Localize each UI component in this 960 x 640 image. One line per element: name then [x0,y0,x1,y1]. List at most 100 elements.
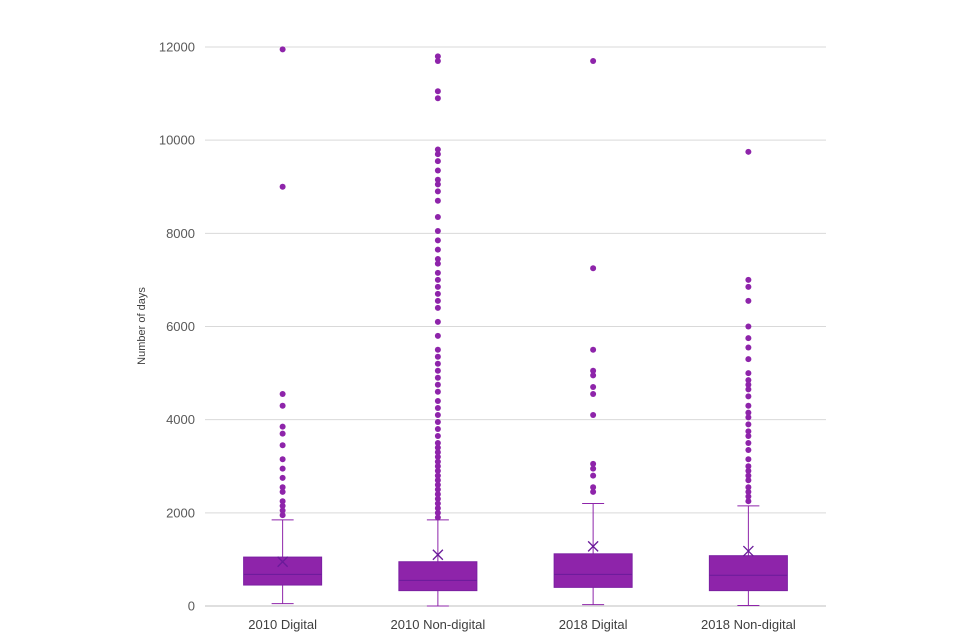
outlier-point [279,423,286,430]
y-tick-label: 8000 [166,226,195,241]
iqr-box [553,553,633,588]
outlier-point [434,514,441,521]
outlier-point [745,381,752,388]
x-category-label: 2010 Non-digital [391,617,486,632]
box-series [243,46,788,607]
outlier-point [434,367,441,374]
outlier-point [434,304,441,311]
outlier-point [434,418,441,425]
mean-marker-stroke [587,540,599,552]
outlier-point [434,486,441,493]
outlier-point [434,197,441,204]
outlier-point [434,214,441,221]
outlier-point [279,507,286,514]
outlier-point [434,425,441,432]
outlier-point [745,323,752,330]
outlier-point [434,167,441,174]
outlier-point [279,456,286,463]
outlier-point [590,484,597,491]
outlier-point [279,430,286,437]
outlier-point [434,444,441,451]
outlier-point [745,370,752,377]
mean-marker [432,549,444,561]
outlier-point [745,297,752,304]
outlier-point [745,409,752,416]
outlier-point [590,346,597,353]
outlier-point [434,283,441,290]
mean-marker-stroke [277,556,289,568]
box-group [553,57,633,606]
outlier-point [434,353,441,360]
outlier-point [434,260,441,267]
outlier-point [434,491,441,498]
outlier-point [434,477,441,484]
outlier-point [434,463,441,470]
outlier-point [745,414,752,421]
outlier-point [590,465,597,472]
outlier-point [434,53,441,60]
outlier-point [745,472,752,479]
outlier-point [434,432,441,439]
outlier-point [434,509,441,516]
outlier-point [745,393,752,400]
outlier-point [745,446,752,453]
outlier-point [434,297,441,304]
outlier-point [434,467,441,474]
outlier-point [745,377,752,384]
outlier-point [745,402,752,409]
outlier-point [434,405,441,412]
y-tick-label: 0 [188,599,195,614]
outlier-point [745,467,752,474]
mean-marker [742,545,754,557]
y-axis-ticks: 0 2000 4000 6000 8000 10000 12000 [159,40,195,614]
outlier-point [745,283,752,290]
outlier-point [590,488,597,495]
outlier-point [434,290,441,297]
outlier-point [279,484,286,491]
outlier-point [590,265,597,272]
outlier-point [434,95,441,102]
outlier-point [745,456,752,463]
outlier-point [590,412,597,419]
outlier-point [279,488,286,495]
outlier-point [590,367,597,374]
outlier-point [590,57,597,64]
outlier-point [745,421,752,428]
outlier-point [434,88,441,95]
outlier-point [434,188,441,195]
outlier-point [279,402,286,409]
outlier-point [279,502,286,509]
outlier-point [590,372,597,379]
outlier-point [279,391,286,398]
box-group [398,53,478,607]
outlier-point [434,181,441,188]
outlier-point [279,183,286,190]
y-tick-label: 6000 [166,319,195,334]
outlier-point [434,381,441,388]
outlier-point [590,384,597,391]
outlier-point [279,498,286,505]
outlier-point [434,412,441,419]
outlier-point [434,146,441,153]
outlier-point [279,512,286,519]
y-tick-label: 10000 [159,133,195,148]
x-category-label: 2018 Digital [559,617,628,632]
outlier-point [434,398,441,405]
iqr-box [398,561,478,592]
outlier-point [434,453,441,460]
outlier-point [745,386,752,393]
outlier-point [434,472,441,479]
outlier-point [434,176,441,183]
y-tick-label: 12000 [159,40,195,55]
outlier-point [745,356,752,363]
outlier-point [279,442,286,449]
x-axis-labels: 2010 Digital 2010 Non-digital 2018 Digital… [248,617,796,632]
box-group [708,148,788,607]
y-axis-title: Number of days [136,287,148,365]
box-group [243,46,323,605]
outlier-point [434,360,441,367]
outlier-point [434,449,441,456]
x-category-label: 2018 Non-digital [701,617,796,632]
mean-marker-stroke [742,545,754,557]
